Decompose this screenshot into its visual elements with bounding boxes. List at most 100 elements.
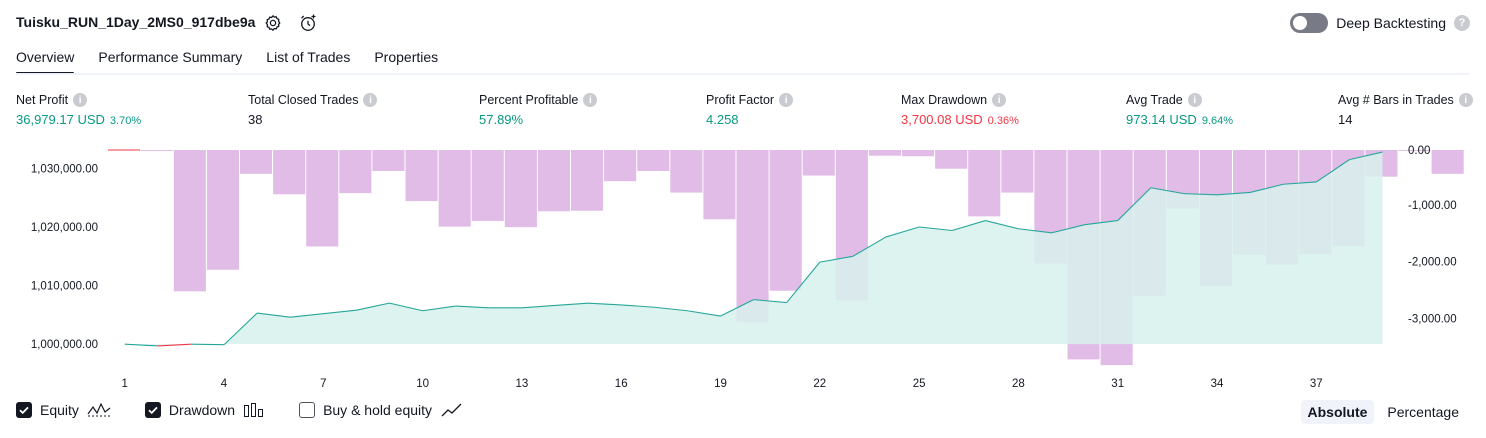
tab-bar: Overview Performance Summary List of Tra…: [16, 46, 439, 75]
deep-backtesting: Deep Backtesting ?: [1290, 13, 1470, 33]
percentage-button[interactable]: Percentage: [1387, 404, 1459, 420]
metric-label: Profit Factor: [706, 93, 775, 107]
x-axis-tick-label: 28: [1012, 378, 1025, 390]
drawdown-bar: [306, 150, 339, 247]
legend-drawdown[interactable]: Drawdown: [144, 402, 265, 418]
x-axis-tick-label: 7: [320, 378, 326, 390]
metrics-row: Net Profit i 36,979.17 USD 3.70% Total Clo…: [0, 93, 1486, 133]
equity-line-segment: [919, 226, 953, 232]
left-axis-tick-label: 1,000,000.00: [31, 339, 98, 351]
info-icon[interactable]: i: [1187, 93, 1202, 107]
tab-properties[interactable]: Properties: [374, 49, 439, 65]
info-icon[interactable]: i: [779, 93, 794, 107]
equity-line-segment: [852, 236, 887, 257]
equity-line-segment: [356, 302, 390, 311]
drawdown-bar: [471, 150, 504, 221]
info-icon[interactable]: i: [992, 93, 1007, 107]
equity-line-segment: [157, 343, 191, 347]
metric-value: 36,979.17 USD: [16, 112, 105, 127]
legend-buy-hold[interactable]: Buy & hold equity: [299, 402, 464, 418]
drawdown-bar: [968, 150, 1001, 217]
help-icon[interactable]: ?: [1454, 15, 1470, 31]
equity-line-segment: [223, 312, 258, 346]
metric-label: Avg # Bars in Trades: [1338, 93, 1454, 107]
equity-checkbox[interactable]: [16, 402, 32, 418]
x-axis-tick-label: 13: [516, 378, 529, 390]
metric-percent: 9.64%: [1201, 115, 1234, 127]
drawdown-bar: [1398, 150, 1431, 151]
buy-hold-label: Buy & hold equity: [323, 402, 433, 418]
x-axis-tick-label: 25: [913, 378, 926, 390]
equity-line-segment: [323, 309, 357, 315]
deep-backtesting-toggle[interactable]: [1290, 13, 1329, 33]
equity-drawdown-chart: 1,000,000.00 1,010,000.00 1,020,000.00 1,03…: [31, 145, 1464, 390]
drawdown-bar: [902, 150, 935, 157]
equity-line-segment: [1084, 220, 1118, 226]
metric-value: 4.258: [706, 112, 739, 127]
header: Tuisku_RUN_1Day_2MS0_917dbe9a Deep Backt…: [0, 0, 1486, 46]
buy-hold-line-icon: [441, 403, 462, 417]
drawdown-label: Drawdown: [168, 402, 236, 418]
display-mode-switch: Absolute Percentage: [1300, 400, 1467, 424]
tab-performance-summary[interactable]: Performance Summary: [98, 49, 243, 65]
metric-value: 14: [1338, 112, 1353, 127]
chart-axes: 1,000,000.00 1,010,000.00 1,020,000.00 1,03…: [31, 145, 1457, 390]
absolute-button[interactable]: Absolute: [1300, 400, 1375, 424]
equity-line-segment: [1315, 159, 1350, 183]
x-axis-tick-label: 1: [121, 378, 127, 390]
info-icon[interactable]: i: [73, 93, 88, 107]
drawdown-bar: [637, 150, 670, 171]
drawdown-bars-icon: [244, 403, 264, 417]
x-axis-tick-label: 10: [416, 378, 429, 390]
drawdown-bar: [769, 150, 802, 291]
metric-value: 973.14 USD: [1126, 112, 1197, 127]
equity-line-segment: [621, 304, 655, 308]
drawdown-bar: [339, 150, 372, 194]
equity-line-segment: [1150, 187, 1184, 195]
info-icon[interactable]: i: [1458, 93, 1473, 107]
equity-line-segment: [1283, 181, 1317, 185]
chart-legend: Equity Drawdown Buy & hold equity: [16, 402, 498, 418]
drawdown-checkbox[interactable]: [144, 402, 161, 418]
legend-equity[interactable]: Equity: [16, 402, 111, 418]
equity-line-segment: [422, 305, 456, 312]
equity-line-segment: [521, 304, 556, 309]
drawdown-bar: [537, 150, 570, 212]
left-axis-tick-label: 1,010,000.00: [31, 281, 98, 293]
tab-list-of-trades[interactable]: List of Trades: [266, 49, 351, 65]
drawdown-bar: [604, 150, 637, 182]
equity-line-segment: [985, 220, 1019, 230]
equity-area-fill: [124, 152, 1383, 346]
add-alert-clock-icon[interactable]: [298, 13, 318, 33]
strategy-title: Tuisku_RUN_1Day_2MS0_917dbe9a: [16, 14, 256, 30]
equity-line-segment: [124, 343, 158, 347]
left-axis-tick-label: 1,020,000.00: [31, 222, 98, 234]
equity-line-segment: [554, 302, 589, 307]
drawdown-bar: [405, 150, 438, 202]
x-axis-tick-label: 16: [615, 378, 628, 390]
info-icon[interactable]: i: [363, 93, 378, 107]
buy-hold-checkbox[interactable]: [299, 402, 316, 418]
equity-line-segment: [1117, 187, 1152, 221]
tab-overview[interactable]: Overview: [16, 46, 75, 75]
equity-line-segment: [952, 220, 986, 232]
metric-profit-factor: Profit Factor i 4.258: [706, 93, 794, 127]
settings-icon[interactable]: [263, 13, 283, 33]
metric-label: Avg Trade: [1126, 93, 1183, 107]
metric-label: Max Drawdown: [901, 93, 988, 107]
drawdown-bar: [736, 150, 769, 322]
x-axis-tick-label: 31: [1111, 378, 1124, 390]
drawdown-bar: [504, 150, 537, 228]
metric-value: 3,700.08 USD: [901, 112, 983, 127]
drawdown-bar: [273, 150, 306, 195]
right-axis-tick-label: 0.00: [1408, 145, 1430, 157]
deep-backtesting-label: Deep Backtesting: [1336, 15, 1446, 31]
drawdown-bar: [670, 150, 703, 193]
x-axis-tick-label: 19: [714, 378, 727, 390]
equity-line-segment: [1183, 193, 1218, 196]
equity-line-segment: [885, 226, 920, 238]
equity-line-segment: [1051, 224, 1085, 234]
info-icon[interactable]: i: [583, 93, 598, 107]
drawdown-bar: [802, 150, 835, 176]
metric-label: Percent Profitable: [479, 93, 579, 107]
